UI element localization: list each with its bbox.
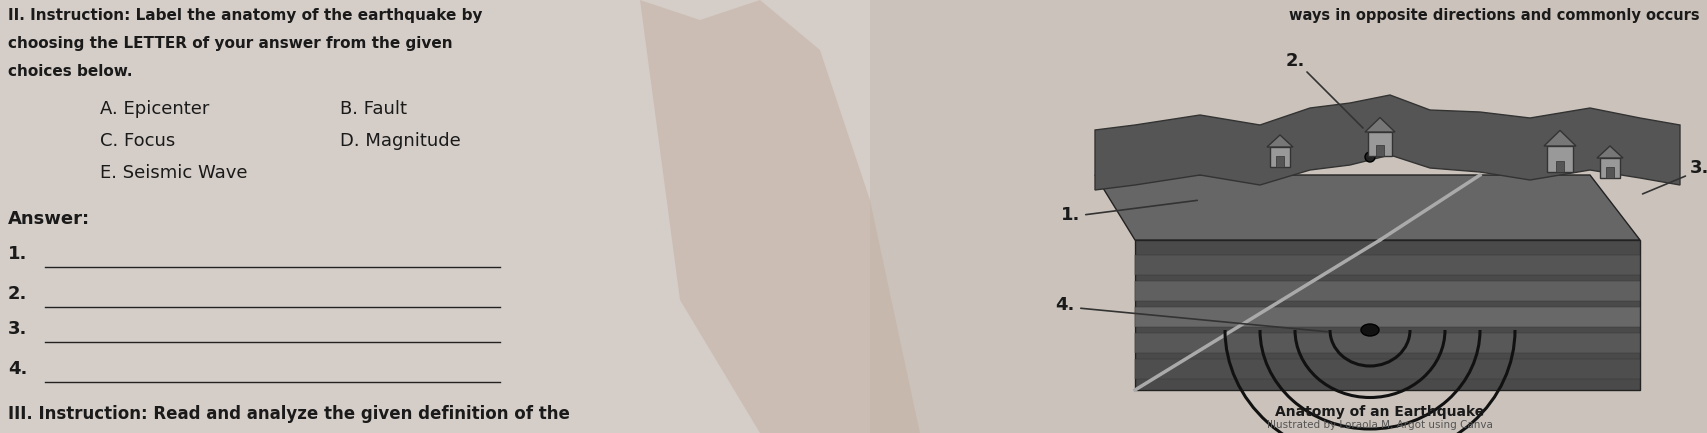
- Polygon shape: [1094, 95, 1680, 190]
- Text: 1.: 1.: [1060, 206, 1081, 224]
- Polygon shape: [640, 0, 920, 433]
- Bar: [0, 0, 871, 433]
- Text: C. Focus: C. Focus: [101, 132, 176, 150]
- Bar: [1376, 145, 1384, 156]
- Text: 2.: 2.: [1285, 52, 1304, 70]
- Ellipse shape: [1360, 324, 1379, 336]
- Text: A. Epicenter: A. Epicenter: [101, 100, 210, 118]
- Text: 4.: 4.: [1055, 296, 1075, 314]
- Bar: [1135, 359, 1640, 379]
- Bar: [1606, 167, 1615, 178]
- Text: 1.: 1.: [9, 245, 27, 263]
- Polygon shape: [1598, 146, 1623, 158]
- Polygon shape: [1094, 175, 1640, 240]
- Text: Illustrated by Loraola M. Argot using Canva: Illustrated by Loraola M. Argot using Ca…: [1267, 420, 1494, 430]
- Polygon shape: [1135, 240, 1640, 390]
- Bar: [1367, 132, 1391, 156]
- Circle shape: [1366, 152, 1376, 162]
- Polygon shape: [1267, 135, 1292, 147]
- Text: choices below.: choices below.: [9, 64, 133, 79]
- Text: E. Seismic Wave: E. Seismic Wave: [101, 164, 248, 182]
- Bar: [1135, 307, 1640, 327]
- Bar: [1270, 147, 1290, 167]
- Text: ways in opposite directions and commonly occurs: ways in opposite directions and commonly…: [1289, 8, 1700, 23]
- Text: II. Instruction: Label the anatomy of the earthquake by: II. Instruction: Label the anatomy of th…: [9, 8, 483, 23]
- Text: 4.: 4.: [9, 360, 27, 378]
- Text: 3.: 3.: [9, 320, 27, 338]
- Bar: [1599, 158, 1620, 178]
- Text: 3.: 3.: [1690, 159, 1707, 177]
- Text: choosing the LETTER of your answer from the given: choosing the LETTER of your answer from …: [9, 36, 452, 51]
- Bar: [1557, 161, 1564, 172]
- Bar: [1135, 333, 1640, 353]
- Polygon shape: [1366, 118, 1395, 132]
- Bar: [1547, 146, 1572, 172]
- Text: B. Fault: B. Fault: [340, 100, 406, 118]
- Polygon shape: [1545, 130, 1576, 146]
- Text: D. Magnitude: D. Magnitude: [340, 132, 461, 150]
- Text: Answer:: Answer:: [9, 210, 90, 228]
- Bar: [1277, 156, 1284, 167]
- Text: Anatomy of an Earthquake: Anatomy of an Earthquake: [1275, 405, 1485, 419]
- Bar: [1135, 255, 1640, 275]
- Text: III. Instruction: Read and analyze the given definition of the: III. Instruction: Read and analyze the g…: [9, 405, 570, 423]
- Bar: [871, 0, 1707, 433]
- Text: 2.: 2.: [9, 285, 27, 303]
- Bar: [1135, 281, 1640, 301]
